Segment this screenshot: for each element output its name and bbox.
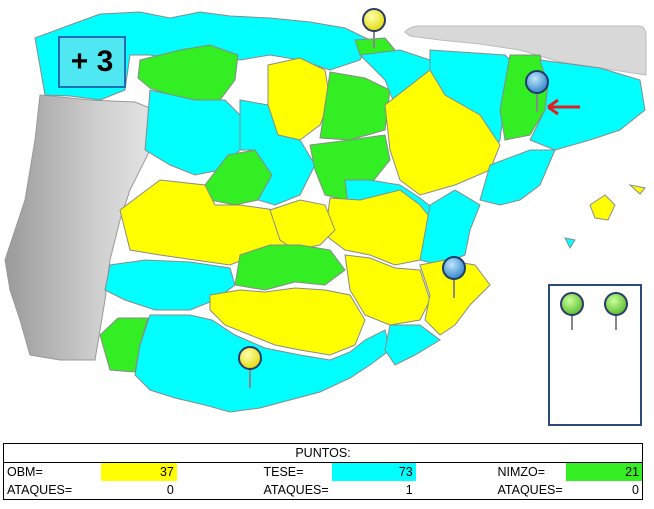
province[interactable] xyxy=(419,189,481,266)
turn-counter-label: + 3 xyxy=(70,45,114,78)
player-name: OBM= xyxy=(3,462,76,481)
province[interactable] xyxy=(209,287,366,356)
province[interactable] xyxy=(267,57,331,141)
france-region xyxy=(404,25,647,76)
yellow-pin[interactable] xyxy=(238,346,262,388)
scoreboard: PUNTOS: OBM= 37 TESE= 73 NIMZO= 21 ATAQU… xyxy=(3,443,643,500)
attacks-value: 1 xyxy=(331,481,416,500)
province[interactable] xyxy=(269,199,336,251)
player-points: 37 xyxy=(100,462,177,481)
attacks-label: ATAQUES= xyxy=(3,481,76,500)
player-name: TESE= xyxy=(263,465,304,479)
yellow-pin[interactable] xyxy=(362,8,386,48)
province[interactable] xyxy=(479,149,556,206)
province[interactable] xyxy=(344,254,431,326)
attacks-value: 0 xyxy=(100,481,177,500)
attacks-value: 0 xyxy=(565,481,643,500)
attacks-label: ATAQUES= xyxy=(260,481,332,500)
province[interactable] xyxy=(529,59,646,151)
province[interactable] xyxy=(564,237,576,250)
scoreboard-title: PUNTOS: xyxy=(3,443,643,463)
blue-pin[interactable] xyxy=(525,70,549,112)
province[interactable] xyxy=(628,184,646,195)
green-pin[interactable] xyxy=(604,292,628,330)
province[interactable] xyxy=(99,317,149,373)
player-points: 21 xyxy=(565,462,643,481)
reserve-pin-box xyxy=(548,284,642,426)
province[interactable] xyxy=(234,244,346,291)
provinces xyxy=(34,11,646,413)
red-arrow-icon xyxy=(547,98,580,116)
province[interactable] xyxy=(134,314,391,413)
province[interactable] xyxy=(239,99,316,206)
blue-pin[interactable] xyxy=(442,256,466,298)
player-points: 73 xyxy=(331,462,416,481)
game-map xyxy=(4,8,647,413)
attacks-label: ATAQUES= xyxy=(494,481,566,500)
province[interactable] xyxy=(384,324,441,366)
turn-counter: + 3 xyxy=(58,36,126,88)
reserve-pins xyxy=(560,292,628,330)
player-name: NIMZO= xyxy=(497,465,546,479)
green-pin[interactable] xyxy=(560,292,584,330)
province[interactable] xyxy=(589,194,616,221)
province[interactable] xyxy=(319,71,391,141)
